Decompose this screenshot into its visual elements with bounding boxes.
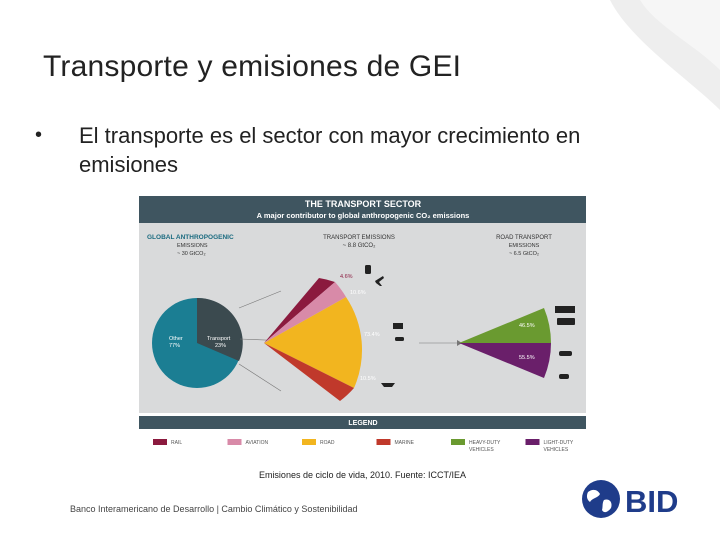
transport-value-aviation: 10.6% — [350, 290, 366, 296]
truck-icon — [393, 323, 403, 329]
transport-sector-infographic: THE TRANSPORT SECTOR A major contributor… — [139, 196, 586, 456]
legend-swatch — [525, 439, 540, 445]
bid-logo: BID — [582, 480, 678, 519]
transport-wedge-rail — [264, 278, 335, 343]
road-wedge-light — [459, 343, 551, 378]
car-icon — [395, 337, 404, 341]
global-title-3: ~ 30 GtCO₂ — [177, 251, 206, 257]
road-wedge-heavy — [459, 308, 551, 343]
global-title-1: GLOBAL ANTHROPOGENIC — [147, 234, 234, 241]
road-value-heavy: 46.5% — [519, 323, 535, 329]
heavy-truck-icon — [555, 306, 575, 313]
global-title-2: EMISSIONS — [177, 243, 208, 249]
legend-swatch — [302, 439, 316, 445]
road-title-2: EMISSIONS — [509, 243, 540, 249]
legend-label: LIGHT-DUTY — [544, 440, 574, 446]
infographic-subtitle: A major contributor to global anthropoge… — [257, 211, 470, 220]
road-title-3: ~ 6.5 GtCO₂ — [509, 251, 539, 257]
train-icon — [365, 265, 371, 274]
road-title-1: ROAD TRANSPORT — [496, 235, 552, 241]
legend-label: AVIATION — [246, 440, 269, 446]
bus-icon — [557, 318, 575, 325]
transport-wedge-marine — [264, 343, 354, 401]
transport-title-1: TRANSPORT EMISSIONS — [323, 235, 395, 241]
global-pie-transport — [197, 297, 243, 361]
legend-label: HEAVY-DUTY — [469, 440, 501, 446]
footer-text: Banco Interamericano de Desarrollo | Cam… — [70, 504, 358, 514]
infographic-header — [139, 196, 586, 223]
legend-label: MARINE — [395, 440, 415, 446]
corner-decoration — [610, 0, 720, 110]
connector-upper-left — [238, 290, 282, 309]
airplane-icon — [375, 276, 384, 286]
legend-label: RAIL — [171, 440, 182, 446]
transport-value-road: 73.4% — [364, 332, 380, 338]
pie-label-transport: Transport — [207, 336, 231, 342]
logo-text: BID — [625, 484, 678, 519]
transport-wedge-road — [264, 297, 363, 388]
connector-lower-left — [238, 363, 282, 392]
legend-swatch — [376, 439, 391, 445]
legend-title: LEGEND — [348, 420, 377, 427]
legend-swatch — [153, 439, 167, 445]
transport-value-marine: 10.5% — [360, 376, 376, 382]
bullet-text: El transporte es el sector con mayor cre… — [79, 123, 581, 177]
motorcycle-icon — [559, 374, 569, 379]
figure-caption: Emisiones de ciclo de vida, 2010. Fuente… — [258, 470, 467, 480]
ship-icon — [381, 383, 395, 387]
pie-value-transport: 23% — [215, 343, 226, 349]
slide-title: Transporte y emisiones de GEI — [43, 50, 462, 83]
light-car-icon — [559, 351, 572, 356]
transport-value-rail: 4.6% — [340, 274, 353, 280]
legend-bar — [139, 416, 586, 429]
legend-swatch — [451, 439, 465, 445]
bullet-marker: • — [35, 124, 43, 146]
transport-title-2: ~ 8.8 GtCO₂ — [343, 243, 377, 249]
legend-label: ROAD — [320, 440, 335, 446]
legend-label: VEHICLES — [544, 447, 569, 453]
pie-label-other: Other — [169, 336, 183, 342]
transport-wedge-aviation — [264, 282, 346, 343]
legend-label: VEHICLES — [469, 447, 494, 453]
infographic-title: THE TRANSPORT SECTOR — [305, 199, 422, 209]
pie-value-other: 77% — [169, 343, 180, 349]
road-value-light: 55.5% — [519, 355, 535, 361]
legend-swatch — [227, 439, 242, 445]
